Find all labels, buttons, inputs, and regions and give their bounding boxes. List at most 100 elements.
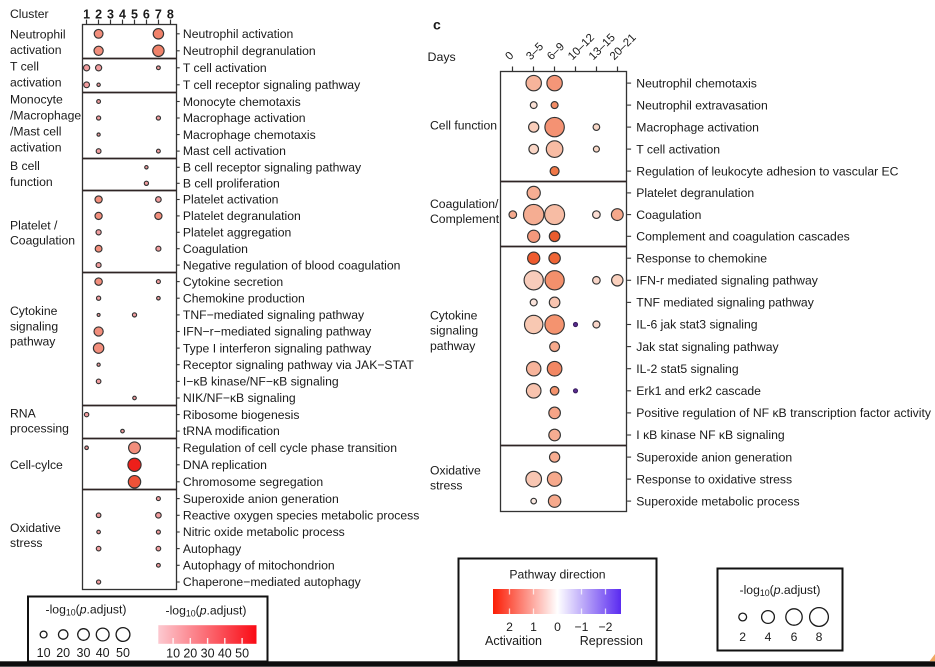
- svg-text:Complement: Complement: [430, 212, 500, 226]
- svg-text:Chaperone−mediated autophagy: Chaperone−mediated autophagy: [183, 575, 362, 589]
- svg-text:Coagulation/: Coagulation/: [430, 197, 499, 211]
- svg-text:Neutrophil activation: Neutrophil activation: [183, 27, 293, 41]
- svg-text:B cell receptor signaling path: B cell receptor signaling pathway: [183, 161, 362, 175]
- svg-text:Type I interferon signaling pa: Type I interferon signaling pathway: [183, 341, 372, 355]
- svg-text:4: 4: [765, 630, 772, 644]
- svg-text:/Macrophage: /Macrophage: [10, 109, 81, 123]
- svg-text:signaling: signaling: [10, 320, 58, 334]
- svg-text:Platelet degranulation: Platelet degranulation: [636, 186, 754, 200]
- svg-text:Macrophage activation: Macrophage activation: [183, 111, 306, 125]
- svg-text:Receptor signaling pathway via: Receptor signaling pathway via JAK−STAT: [183, 358, 414, 372]
- svg-text:−2: −2: [599, 620, 613, 634]
- svg-text:Chromosome segregation: Chromosome segregation: [183, 475, 323, 489]
- svg-text:-log10(p.adjust): -log10(p.adjust): [166, 604, 247, 619]
- svg-text:T cell activation: T cell activation: [636, 142, 720, 156]
- svg-text:TNF mediated signaling pathway: TNF mediated signaling pathway: [636, 296, 814, 310]
- svg-text:Chemokine production: Chemokine production: [183, 291, 305, 305]
- svg-text:Cytokine: Cytokine: [10, 304, 58, 318]
- svg-text:Pathway direction: Pathway direction: [509, 568, 605, 582]
- svg-text:Regulation of cell cycle phase: Regulation of cell cycle phase transitio…: [183, 441, 397, 455]
- svg-text:3: 3: [107, 7, 114, 21]
- svg-text:signaling: signaling: [430, 324, 478, 338]
- svg-text:Regulation of leukocyte adhesi: Regulation of leukocyte adhesion to vasc…: [636, 164, 898, 178]
- svg-text:Cell-cylce: Cell-cylce: [10, 458, 63, 472]
- svg-text:Superoxide anion generation: Superoxide anion generation: [183, 492, 339, 506]
- svg-text:/Mast cell: /Mast cell: [10, 125, 61, 139]
- svg-text:B cell: B cell: [10, 159, 40, 173]
- svg-text:1: 1: [530, 620, 537, 634]
- svg-text:Oxidative: Oxidative: [10, 521, 61, 535]
- svg-text:pathway: pathway: [10, 334, 56, 348]
- svg-text:Negative regulation of blood c: Negative regulation of blood coagulation: [183, 258, 401, 272]
- svg-text:Neutrophil chemotaxis: Neutrophil chemotaxis: [636, 76, 757, 90]
- svg-text:5: 5: [131, 7, 138, 21]
- svg-text:Macrophage chemotaxis: Macrophage chemotaxis: [183, 128, 316, 142]
- svg-text:Platelet /: Platelet /: [10, 219, 58, 233]
- svg-text:50: 50: [116, 646, 130, 660]
- svg-text:Autophagy: Autophagy: [183, 542, 242, 556]
- svg-text:Jak stat signaling pathway: Jak stat signaling pathway: [636, 340, 779, 354]
- svg-text:TNF−mediated signaling pathway: TNF−mediated signaling pathway: [183, 308, 365, 322]
- svg-text:Complement and coagulation cas: Complement and coagulation cascades: [636, 230, 849, 244]
- svg-text:IL-2 stat5 signaling: IL-2 stat5 signaling: [636, 362, 738, 376]
- svg-text:I κB kinase NF κB signaling: I κB kinase NF κB signaling: [636, 428, 784, 442]
- svg-text:40: 40: [96, 646, 110, 660]
- svg-text:Platelet aggregation: Platelet aggregation: [183, 226, 291, 240]
- svg-text:6: 6: [143, 7, 150, 21]
- svg-text:Coagulation: Coagulation: [636, 208, 701, 222]
- svg-text:Oxidative: Oxidative: [430, 464, 481, 478]
- svg-text:B cell proliferation: B cell proliferation: [183, 177, 280, 191]
- svg-text:activation: activation: [10, 43, 62, 57]
- svg-text:NIK/NF−κB signaling: NIK/NF−κB signaling: [183, 391, 296, 405]
- svg-text:T cell: T cell: [10, 60, 39, 74]
- svg-text:Repression: Repression: [580, 634, 643, 648]
- svg-text:-log10(p.adjust): -log10(p.adjust): [740, 583, 821, 598]
- svg-text:Cytokine secretion: Cytokine secretion: [183, 275, 283, 289]
- svg-text:Response to oxidative stress: Response to oxidative stress: [636, 472, 792, 486]
- svg-text:activation: activation: [10, 141, 62, 155]
- svg-text:Reactive oxygen species metabo: Reactive oxygen species metabolic proces…: [183, 509, 419, 523]
- svg-text:Nitric oxide metabolic process: Nitric oxide metabolic process: [183, 525, 345, 539]
- svg-text:Cluster: Cluster: [10, 7, 49, 21]
- svg-text:Response to chemokine: Response to chemokine: [636, 251, 767, 265]
- svg-text:I−κB kinase/NF−κB signaling: I−κB kinase/NF−κB signaling: [183, 375, 339, 389]
- svg-text:c: c: [433, 17, 441, 33]
- svg-text:Cytokine: Cytokine: [430, 309, 478, 323]
- svg-text:tRNA modification: tRNA modification: [183, 424, 280, 438]
- svg-text:Platelet degranulation: Platelet degranulation: [183, 209, 301, 223]
- svg-text:30: 30: [201, 647, 215, 661]
- svg-text:0: 0: [554, 620, 561, 634]
- svg-text:stress: stress: [10, 536, 43, 550]
- svg-text:10: 10: [37, 646, 51, 660]
- svg-text:20: 20: [183, 647, 197, 661]
- svg-text:T cell activation: T cell activation: [183, 61, 267, 75]
- svg-text:20: 20: [56, 646, 70, 660]
- svg-text:Coagulation: Coagulation: [183, 242, 248, 256]
- svg-text:Neutrophil: Neutrophil: [10, 28, 66, 42]
- svg-text:function: function: [10, 175, 53, 189]
- svg-text:Cell function: Cell function: [430, 119, 497, 133]
- svg-text:−1: −1: [575, 620, 589, 634]
- svg-text:Superoxide anion generation: Superoxide anion generation: [636, 450, 792, 464]
- svg-text:Monocyte: Monocyte: [10, 93, 63, 107]
- svg-text:Days: Days: [428, 50, 456, 64]
- svg-text:processing: processing: [10, 422, 69, 436]
- svg-text:2: 2: [95, 7, 102, 21]
- svg-text:40: 40: [218, 647, 232, 661]
- svg-text:Macrophage activation: Macrophage activation: [636, 120, 759, 134]
- svg-text:-log10(p.adjust): -log10(p.adjust): [46, 603, 127, 618]
- svg-text:Autophagy of mitochondrion: Autophagy of mitochondrion: [183, 559, 335, 573]
- svg-text:7: 7: [155, 7, 162, 21]
- svg-text:Positive regulation of NF κB t: Positive regulation of NF κB transcripti…: [636, 406, 932, 420]
- svg-text:Platelet activation: Platelet activation: [183, 193, 279, 207]
- svg-text:activation: activation: [10, 76, 62, 90]
- svg-text:2: 2: [506, 620, 513, 634]
- svg-text:8: 8: [816, 630, 823, 644]
- svg-text:Coagulation: Coagulation: [10, 234, 75, 248]
- svg-text:DNA replication: DNA replication: [183, 458, 267, 472]
- svg-text:Mast cell activation: Mast cell activation: [183, 144, 286, 158]
- svg-text:pathway: pathway: [430, 339, 476, 353]
- svg-text:6: 6: [791, 630, 798, 644]
- svg-text:IFN-r mediated signaling pathw: IFN-r mediated signaling pathway: [636, 274, 818, 288]
- svg-text:2: 2: [739, 630, 746, 644]
